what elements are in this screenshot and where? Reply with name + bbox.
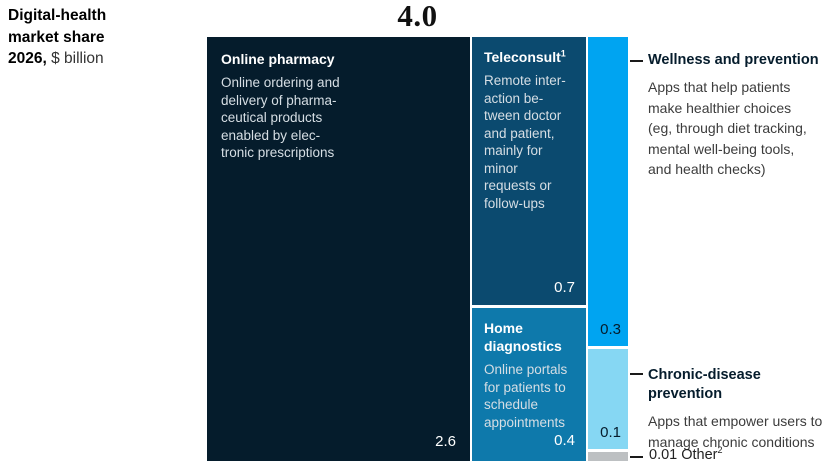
segment-online-pharmacy-label: Online pharmacy [221, 51, 335, 67]
segment-chronic-value: 0.1 [600, 424, 621, 441]
callout-other-label: 0.01 Other [649, 447, 718, 463]
segment-online-pharmacy-value: 2.6 [435, 433, 456, 450]
chart-title-line1: Digital-health [8, 7, 107, 24]
segment-chronic-disease-prevention: 0.1 [588, 349, 628, 449]
segment-home-diagnostics-value: 0.4 [554, 432, 575, 449]
callout-tick-chronic [630, 373, 643, 375]
callout-chronic-body: Apps that empower users to manage chroni… [648, 413, 823, 450]
chart-title-year: 2026, [8, 50, 47, 67]
segment-online-pharmacy: Online pharmacy Online ordering and deli… [207, 37, 470, 461]
segment-teleconsult-value: 0.7 [554, 279, 575, 296]
segment-other [588, 452, 628, 461]
segment-wellness-value: 0.3 [600, 321, 621, 338]
chart-title-unit: $ billion [46, 50, 104, 67]
callout-chronic-title: Chronic-disease prevention [648, 367, 761, 402]
segment-home-diagnostics-label: Home diagnostics [484, 320, 562, 354]
chart-title-line2: market share [8, 28, 105, 46]
callout-tick-other [630, 456, 643, 458]
callout-other: 0.01 Other2 [649, 445, 723, 463]
callout-chronic: Chronic-disease prevention Apps that emp… [648, 366, 831, 452]
segment-teleconsult-description: Remote inter- action be- tween doctor an… [484, 73, 566, 211]
chart-title: Digital-health market share 2026, $ bill… [8, 5, 106, 70]
segment-teleconsult-label: Teleconsult1 [484, 48, 566, 65]
chart-title-line3: 2026, $ billion [8, 48, 106, 70]
segment-wellness-and-prevention: 0.3 [588, 37, 628, 346]
callout-wellness: Wellness and prevention Apps that help p… [648, 51, 831, 180]
segment-home-diagnostics: Home diagnostics Online portals for pati… [472, 308, 586, 461]
total-value-label: 4.0 [397, 0, 438, 33]
segment-home-diagnostics-description: Online portals for patients to schedule … [484, 362, 568, 430]
footnote-marker-2: 2 [717, 445, 723, 456]
footnote-marker-1: 1 [560, 48, 566, 59]
segment-online-pharmacy-description: Online ordering and delivery of pharma- … [221, 75, 340, 160]
callout-wellness-title: Wellness and prevention [648, 52, 819, 68]
callout-wellness-body: Apps that help patients make healthier c… [648, 79, 807, 177]
callout-tick-wellness [630, 60, 643, 62]
segment-teleconsult: Teleconsult1 Remote inter- action be- tw… [472, 37, 586, 305]
